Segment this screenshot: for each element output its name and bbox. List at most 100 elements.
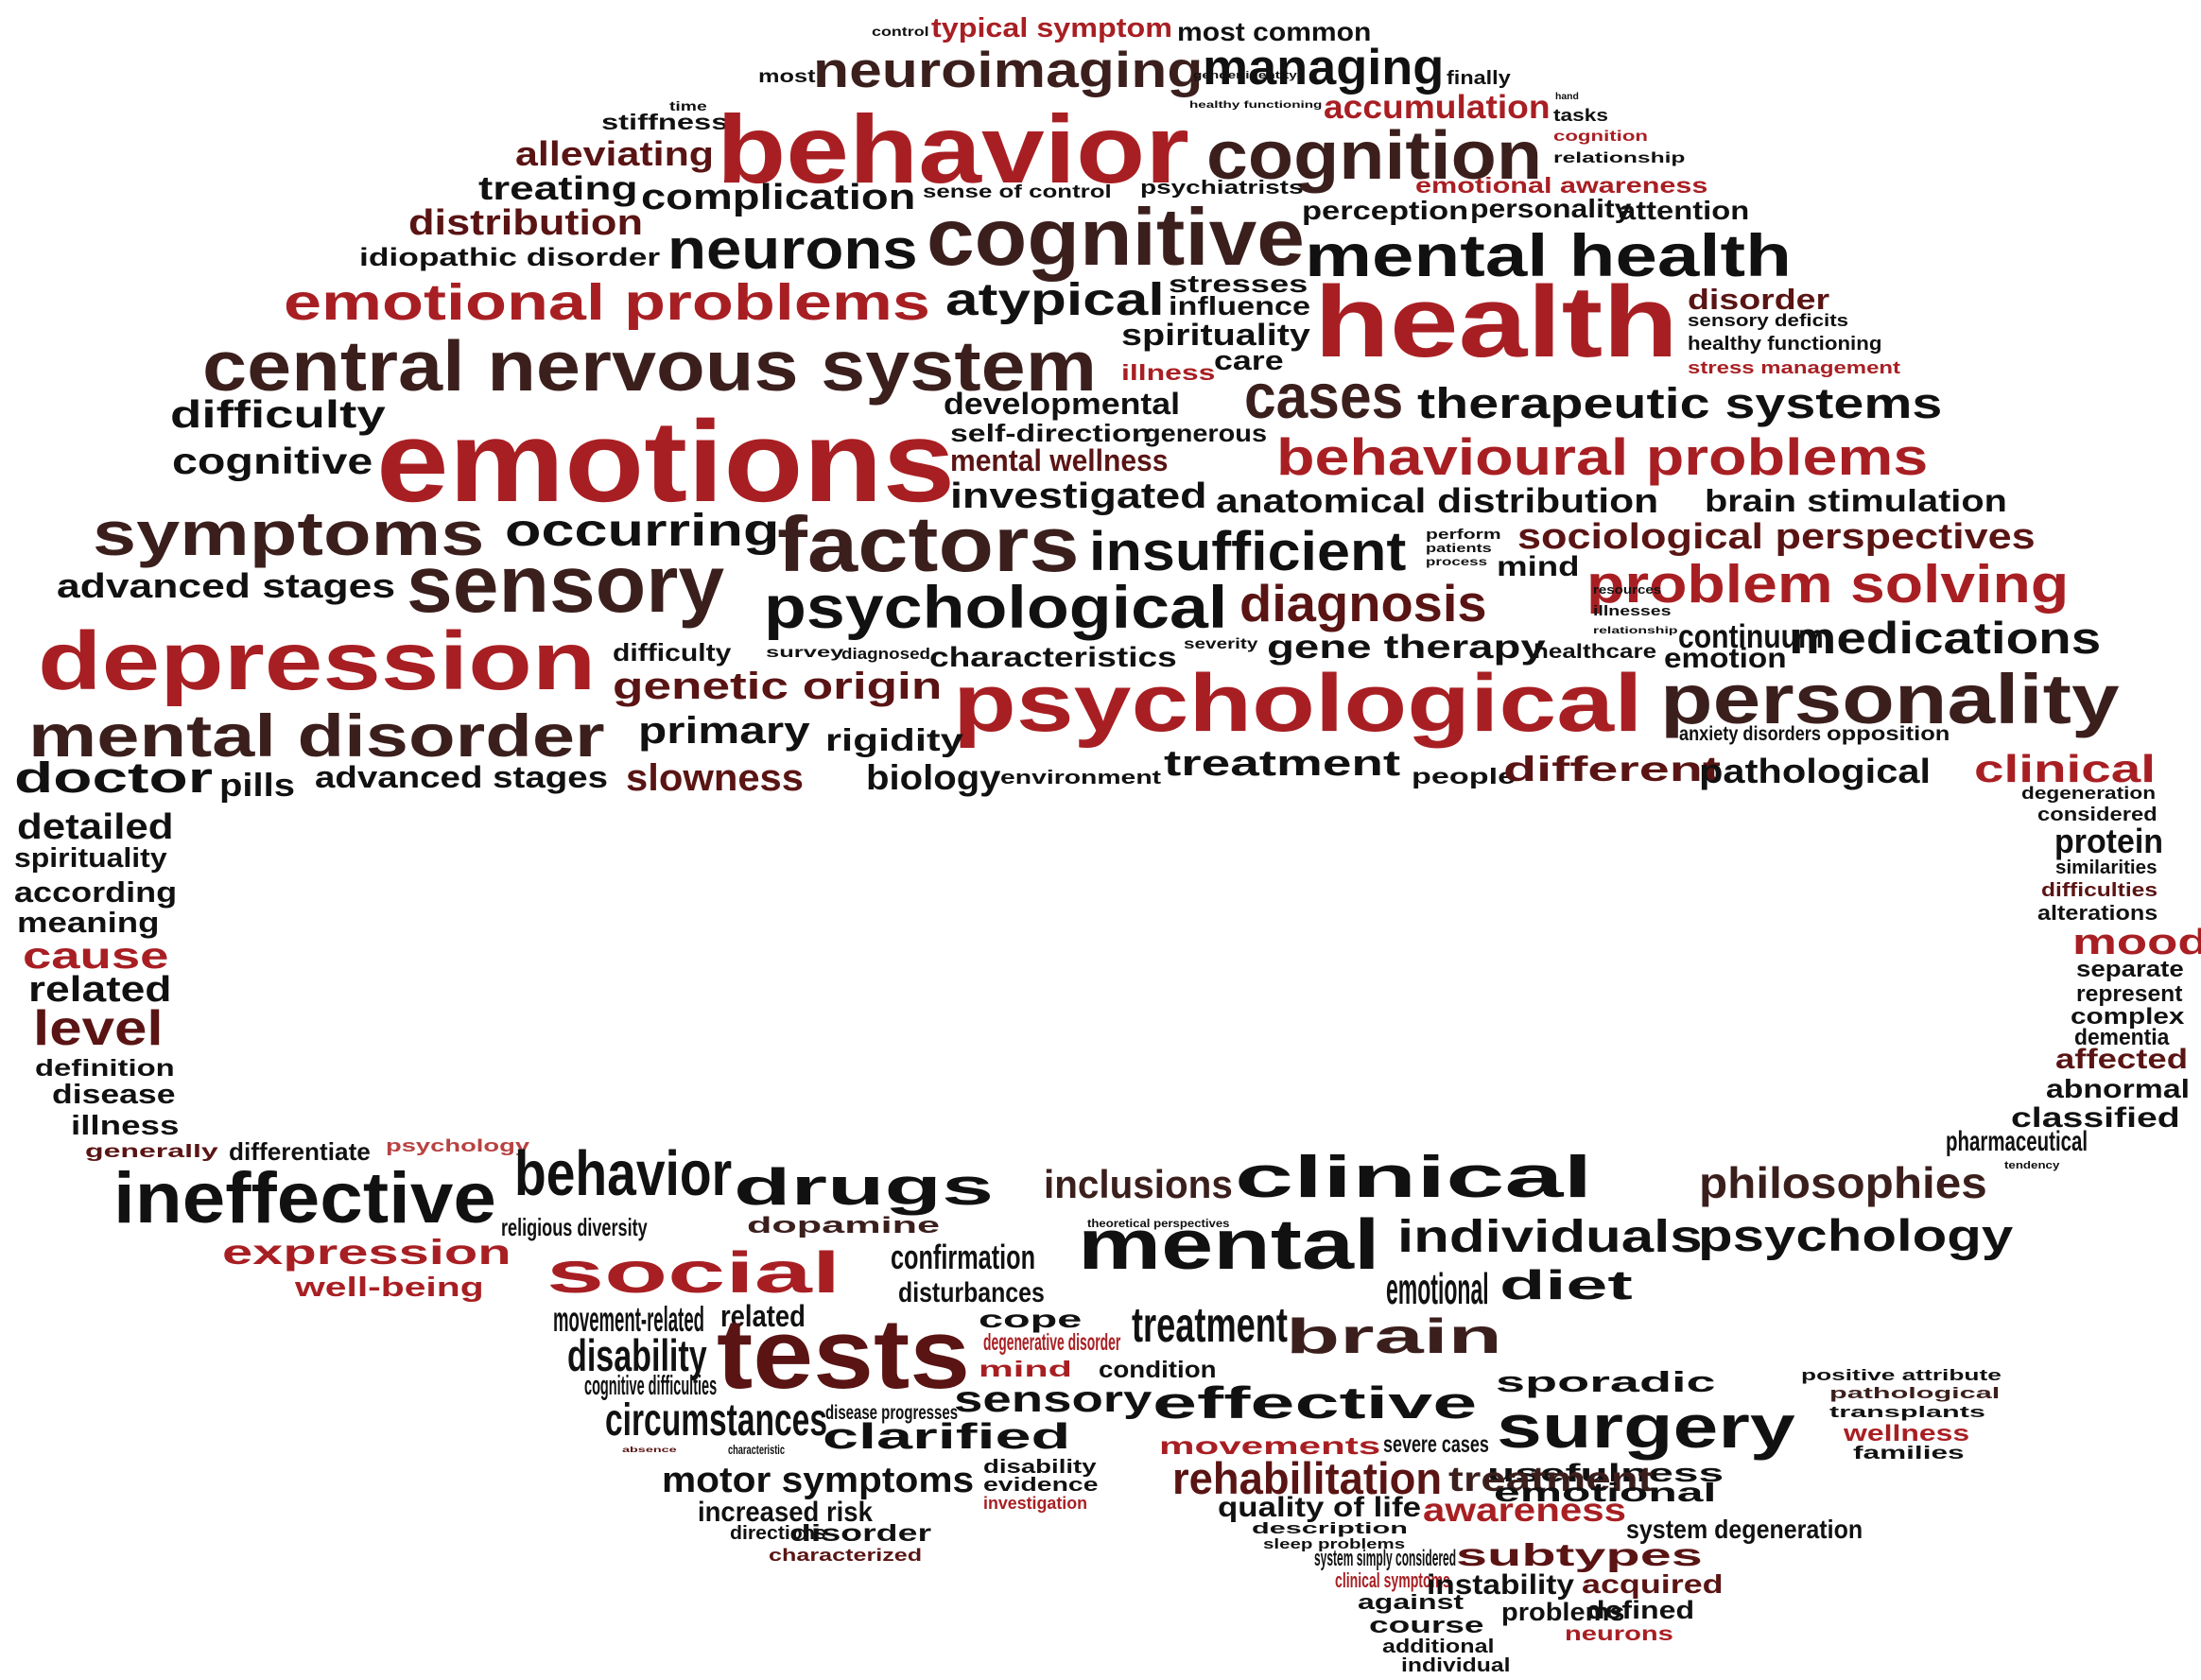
word-rigidity: rigidity <box>825 722 963 757</box>
word-emotions: emotions <box>376 397 956 526</box>
word-degenerative-disorder: degenerative disorder <box>983 1329 1121 1356</box>
word-level: level <box>33 1001 164 1056</box>
word-stresses: stresses <box>1169 269 1308 298</box>
word-developmental: developmental <box>944 387 1181 421</box>
word-rehabilitation: rehabilitation <box>1172 1453 1443 1503</box>
word-managing: managing <box>1203 40 1445 95</box>
word-ineffective: ineffective <box>113 1158 496 1238</box>
word-cognitive: cognitive <box>927 193 1305 283</box>
word-drugs: drugs <box>734 1157 995 1216</box>
word-treatment: treatment <box>1132 1298 1288 1353</box>
word-subtypes: subtypes <box>1456 1537 1703 1572</box>
word-cope: cope <box>979 1305 1083 1333</box>
word-attention: attention <box>1619 196 1750 225</box>
word-personality: personality <box>1470 194 1632 223</box>
word-motor-symptoms: motor symptoms <box>662 1461 975 1500</box>
word-time: time <box>669 98 707 113</box>
word-disease-progresses: disease progresses <box>825 1402 959 1424</box>
word-tests: tests <box>717 1299 971 1410</box>
word-cases: cases <box>1244 361 1404 432</box>
word-dopamine: dopamine <box>747 1213 941 1238</box>
word-healthy-functioning: healthy functioning <box>1688 334 1882 355</box>
word-cause: cause <box>23 936 169 977</box>
word-circumstances: circumstances <box>605 1395 827 1446</box>
word-emotion: emotion <box>1664 643 1787 674</box>
word-usefulness: usefulness <box>1487 1459 1724 1487</box>
word-alleviating: alleviating <box>515 134 715 173</box>
word-characterized: characterized <box>769 1546 923 1565</box>
word-religious-diversity: religious diversity <box>501 1213 648 1241</box>
word-diagnosed: diagnosed <box>841 645 931 663</box>
word-psychology: psychology <box>1698 1210 2014 1260</box>
word-atypical: atypical <box>945 275 1165 325</box>
word-confirmation: confirmation <box>891 1238 1036 1276</box>
word-investigated: investigated <box>950 476 1207 516</box>
word-depression: depression <box>38 615 597 707</box>
word-therapeutic-systems: therapeutic systems <box>1417 379 1943 427</box>
word-effective: effective <box>1152 1377 1478 1428</box>
word-directions: directions <box>730 1523 826 1544</box>
word-wellness: wellness <box>1844 1421 1970 1446</box>
word-finally: finally <box>1447 68 1511 89</box>
word-most: most <box>758 67 816 87</box>
word-complex: complex <box>2071 1004 2185 1030</box>
word-people: people <box>1412 764 1516 788</box>
word-tasks: tasks <box>1553 106 1609 125</box>
word-disability: disability <box>983 1457 1097 1478</box>
word-insufficient: insufficient <box>1089 521 1407 582</box>
word-illnesses: illnesses <box>1593 603 1672 619</box>
word-psychology: psychology <box>386 1136 530 1155</box>
word-survey: survey <box>766 645 844 661</box>
word-clinical: clinical <box>1974 747 2156 790</box>
word-absence: absence <box>622 1446 677 1454</box>
word-movement-related: movement-related <box>553 1300 704 1339</box>
word-theoretical-perspectives: theoretical perspectives <box>1087 1217 1230 1230</box>
word-treatment: treatment <box>1164 744 1401 784</box>
word-advanced-stages: advanced stages <box>315 760 609 794</box>
word-mental-disorder: mental disorder <box>28 703 605 770</box>
word-quality-of-life: quality of life <box>1218 1492 1421 1523</box>
word-accumulation: accumulation <box>1324 89 1551 126</box>
word-diet: diet <box>1499 1262 1633 1308</box>
word-resources: resources <box>1593 582 1662 597</box>
word-care: care <box>1214 346 1284 376</box>
word-similarities: similarities <box>2055 857 2158 878</box>
word-well-being: well-being <box>295 1273 484 1303</box>
word-neurons: neurons <box>1565 1623 1673 1645</box>
word-brain: brain <box>1286 1309 1502 1364</box>
word-personality: personality <box>1660 660 2120 738</box>
word-surgery: surgery <box>1497 1393 1795 1461</box>
word-environment: environment <box>1000 768 1162 788</box>
word-pathological: pathological <box>1829 1384 2001 1402</box>
word-philosophies: philosophies <box>1699 1158 1987 1207</box>
word-difficulty: difficulty <box>170 392 386 436</box>
word-related: related <box>28 970 172 1010</box>
word-perception: perception <box>1302 196 1469 225</box>
word-detailed: detailed <box>17 807 174 847</box>
word-symptoms: symptoms <box>93 498 485 568</box>
word-meaning: meaning <box>17 906 160 939</box>
word-disorder: disorder <box>1688 283 1830 316</box>
word-mental-health: mental health <box>1305 223 1792 289</box>
word-slowness: slowness <box>626 757 805 799</box>
word-increased-risk: increased risk <box>698 1497 873 1528</box>
word-illness: illness <box>71 1111 180 1141</box>
word-movements: movements <box>1159 1431 1381 1460</box>
word-problems: problems <box>1501 1598 1625 1626</box>
word-control: control <box>872 24 929 39</box>
word-cognitive-difficulties: cognitive difficulties <box>584 1371 718 1401</box>
word-gender-identity: gender identity <box>1193 70 1297 81</box>
word-system-degeneration: system degeneration <box>1626 1515 1863 1544</box>
word-psychological: psychological <box>953 658 1643 749</box>
word-idiopathic-disorder: idiopathic disorder <box>359 243 661 271</box>
word-difficulty: difficulty <box>613 638 732 667</box>
word-expression: expression <box>222 1233 511 1272</box>
word-advanced-stages: advanced stages <box>57 566 396 605</box>
word-emotional: emotional <box>1386 1264 1489 1313</box>
word-considered: considered <box>2037 805 2158 825</box>
word-clinical: clinical <box>1235 1145 1593 1210</box>
word-relationship: relationship <box>1553 150 1686 166</box>
word-severity: severity <box>1184 636 1258 652</box>
word-dementia: dementia <box>2074 1025 2170 1050</box>
